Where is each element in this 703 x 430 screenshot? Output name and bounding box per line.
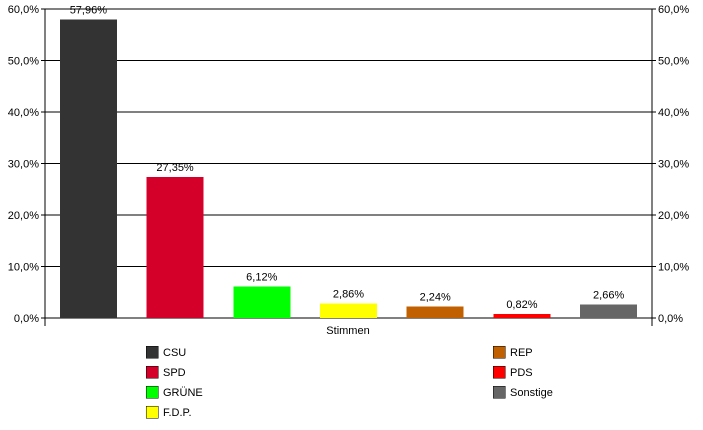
bar-grne bbox=[233, 286, 291, 318]
x-axis-label: Stimmen bbox=[326, 325, 369, 337]
y-tick-label-right: 0,0% bbox=[658, 313, 683, 325]
data-labels: 57,96% 27,35% 6,12% 2,86% 2,24% 0,82% 2,66% bbox=[70, 5, 625, 311]
bar-rep bbox=[406, 306, 464, 318]
axes: 0,0% 0,0% 10,0% 10,0% 20,0% 20,0% 30,0% 30,0% 40… bbox=[8, 4, 689, 326]
bar-pds bbox=[493, 313, 551, 318]
legend-label: GRÜNE bbox=[163, 387, 203, 399]
y-tick-label-left: 0,0% bbox=[14, 313, 39, 325]
y-tick-label-left: 40,0% bbox=[8, 107, 39, 119]
data-label: 2,66% bbox=[593, 289, 624, 301]
data-label: 6,12% bbox=[246, 271, 277, 283]
legend-label: SPD bbox=[163, 367, 186, 379]
data-label: 0,82% bbox=[506, 299, 537, 311]
data-label: 2,24% bbox=[420, 291, 451, 303]
y-tick-label-right: 30,0% bbox=[658, 159, 689, 171]
y-tick-label-left: 50,0% bbox=[8, 56, 39, 68]
data-label: 27,35% bbox=[156, 162, 194, 174]
y-tick-label-right: 50,0% bbox=[658, 56, 689, 68]
data-label: 57,96% bbox=[70, 5, 108, 17]
legend-label: Sonstige bbox=[510, 387, 553, 399]
legend-label: PDS bbox=[510, 367, 533, 379]
legend-swatch bbox=[145, 365, 159, 379]
data-label: 2,86% bbox=[333, 288, 364, 300]
grid-lines bbox=[45, 8, 652, 319]
legend-label: REP bbox=[510, 347, 533, 359]
legend-swatch bbox=[145, 345, 159, 359]
y-tick-label-left: 60,0% bbox=[8, 4, 39, 16]
bars bbox=[59, 19, 638, 318]
legend-swatch bbox=[145, 385, 159, 399]
legend-swatch bbox=[145, 405, 159, 419]
bar-spd bbox=[146, 177, 204, 318]
legend-swatch bbox=[492, 345, 506, 359]
y-tick-label-right: 40,0% bbox=[658, 107, 689, 119]
legend-label: CSU bbox=[163, 347, 186, 359]
y-tick-label-right: 10,0% bbox=[658, 262, 689, 274]
legend-swatch bbox=[492, 365, 506, 379]
legend-swatch bbox=[492, 385, 506, 399]
y-tick-label-right: 60,0% bbox=[658, 4, 689, 16]
y-tick-label-left: 10,0% bbox=[8, 262, 39, 274]
y-tick-label-left: 30,0% bbox=[8, 159, 39, 171]
legend: CSU SPD GRÜNE F.D.P. REP PDS Sonstige bbox=[145, 345, 553, 419]
y-tick-label-right: 20,0% bbox=[658, 210, 689, 222]
legend-label: F.D.P. bbox=[163, 407, 192, 419]
bar-fdp bbox=[320, 303, 377, 318]
bar-sonstige bbox=[580, 304, 638, 318]
y-tick-label-left: 20,0% bbox=[8, 210, 39, 222]
bar-csu bbox=[59, 19, 117, 318]
